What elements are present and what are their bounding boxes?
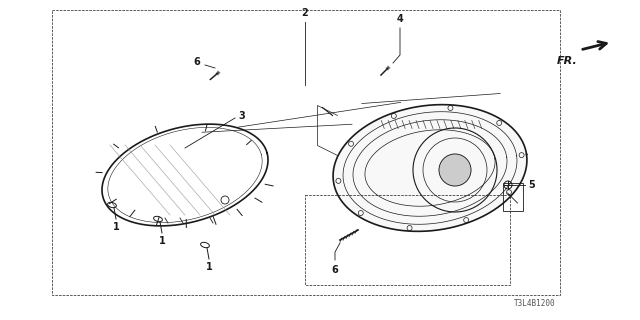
Text: 5: 5 [528, 180, 535, 190]
Polygon shape [333, 105, 527, 231]
Text: 3: 3 [238, 111, 244, 121]
Text: FR.: FR. [557, 56, 578, 66]
Text: 4: 4 [397, 14, 403, 24]
Text: 6: 6 [332, 265, 339, 275]
Text: T3L4B1200: T3L4B1200 [513, 299, 555, 308]
Text: 2: 2 [301, 8, 308, 18]
Text: 6: 6 [193, 57, 200, 67]
Text: 1: 1 [159, 236, 165, 246]
Text: 1: 1 [113, 222, 120, 232]
Circle shape [439, 154, 471, 186]
Text: 1: 1 [205, 262, 212, 272]
